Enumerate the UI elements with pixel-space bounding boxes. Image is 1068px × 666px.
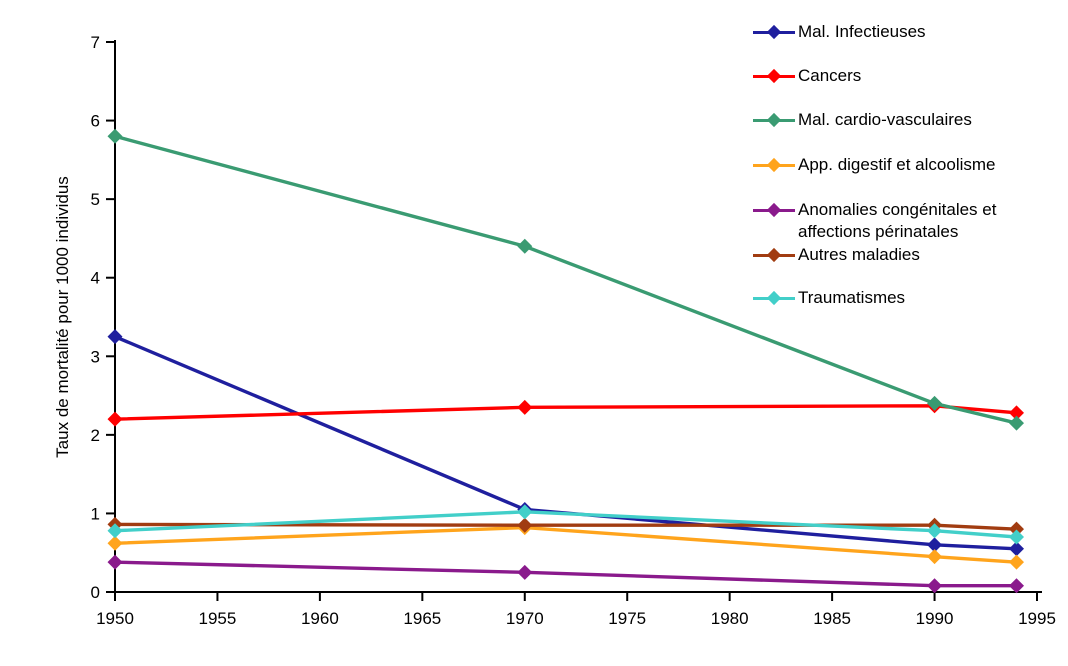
series-line-0: [113, 334, 1019, 551]
x-tick-label: 1950: [96, 609, 134, 628]
series-line-5: [113, 522, 1019, 531]
data-point-marker: [1009, 405, 1025, 421]
data-point-marker: [517, 399, 533, 415]
legend-diamond-swatch: [766, 24, 782, 40]
legend-item-5: Autres maladies: [753, 245, 920, 266]
legend-item-4: Anomalies congénitales et affections pér…: [753, 200, 1048, 243]
legend-diamond-swatch: [766, 157, 782, 173]
legend: Mal. Infectieuses Cancers Mal. cardio-vasc…: [753, 0, 1068, 340]
data-point-marker: [107, 554, 123, 570]
data-point-marker: [517, 564, 533, 580]
legend-diamond-swatch: [766, 247, 782, 263]
data-point-marker: [927, 549, 943, 565]
data-point-marker: [107, 329, 123, 345]
legend-label: Anomalies congénitales et affections pér…: [798, 200, 997, 241]
x-tick-label: 1970: [506, 609, 544, 628]
x-tick-label: 1960: [301, 609, 339, 628]
legend-label: App. digestif et alcoolisme: [798, 155, 996, 174]
legend-item-1: Cancers: [753, 66, 861, 87]
x-tick-label: 1985: [813, 609, 851, 628]
y-tick-label: 7: [91, 33, 100, 52]
legend-label: Cancers: [798, 66, 862, 85]
legend-diamond-swatch: [766, 290, 782, 306]
legend-label: Traumatismes: [798, 288, 906, 307]
legend-line-diamond-icon: [753, 288, 795, 308]
x-tick-label: 1975: [608, 609, 646, 628]
series-line-4: [113, 560, 1019, 588]
data-point-marker: [1009, 415, 1025, 431]
data-point-marker: [517, 504, 533, 520]
legend-diamond-swatch: [766, 202, 782, 218]
data-point-marker: [107, 535, 123, 551]
x-tick-label: 1980: [711, 609, 749, 628]
x-tick-label: 1995: [1018, 609, 1056, 628]
legend-item-6: Traumatismes: [753, 288, 905, 309]
data-point-marker: [1009, 529, 1025, 545]
x-tick-label: 1965: [403, 609, 441, 628]
x-tick-label: 1990: [916, 609, 954, 628]
data-point-marker: [1009, 521, 1025, 537]
data-point-marker: [107, 411, 123, 427]
legend-label: Autres maladies: [798, 245, 920, 264]
legend-diamond-swatch: [766, 112, 782, 128]
y-tick-label: 5: [91, 190, 100, 209]
data-point-marker: [1009, 578, 1025, 594]
y-tick-label: 6: [91, 112, 100, 131]
legend-line-diamond-icon: [753, 200, 795, 220]
series-line-1: [113, 404, 1019, 421]
legend-label: Mal. cardio-vasculaires: [798, 110, 972, 129]
y-tick-label: 1: [91, 504, 100, 523]
series-line-2: [113, 134, 1019, 425]
data-point-marker: [927, 537, 943, 553]
series-line-6: [113, 510, 1019, 539]
legend-item-2: Mal. cardio-vasculaires: [753, 110, 972, 131]
data-point-marker: [1009, 554, 1025, 570]
y-tick-label: 0: [91, 583, 100, 602]
legend-line-diamond-icon: [753, 66, 795, 86]
legend-label: Mal. Infectieuses: [798, 22, 926, 41]
legend-line-diamond-icon: [753, 110, 795, 130]
legend-line-diamond-icon: [753, 245, 795, 265]
y-tick-label: 3: [91, 347, 100, 366]
legend-item-3: App. digestif et alcoolisme: [753, 155, 996, 176]
legend-line-diamond-icon: [753, 155, 795, 175]
data-point-marker: [927, 578, 943, 594]
y-tick-label: 2: [91, 426, 100, 445]
data-point-marker: [517, 238, 533, 254]
y-axis-title: Taux de mortalité pour 1000 individus: [53, 176, 72, 458]
data-point-marker: [927, 395, 943, 411]
x-tick-label: 1955: [199, 609, 237, 628]
y-tick-label: 4: [91, 269, 100, 288]
data-point-marker: [1009, 541, 1025, 557]
legend-item-0: Mal. Infectieuses: [753, 22, 926, 43]
data-point-marker: [517, 517, 533, 533]
series-line-3: [113, 525, 1019, 564]
data-point-marker: [107, 523, 123, 539]
data-point-marker: [927, 523, 943, 539]
legend-line-diamond-icon: [753, 22, 795, 42]
legend-diamond-swatch: [766, 68, 782, 84]
data-point-marker: [107, 128, 123, 144]
